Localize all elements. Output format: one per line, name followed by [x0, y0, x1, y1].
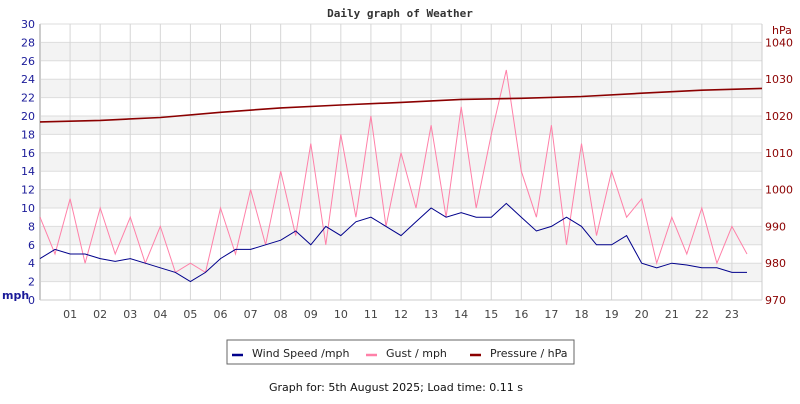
legend: Wind Speed /mph Gust / mph Pressure / hPa [226, 339, 575, 365]
left-tick-label: 14 [21, 165, 35, 178]
x-tick-label: 08 [274, 308, 288, 321]
left-tick-label: 6 [28, 239, 35, 252]
series-line-pressure [39, 87, 763, 123]
x-tick-label: 19 [605, 308, 619, 321]
x-tick-label: 05 [183, 308, 197, 321]
right-tick-label: 1020 [765, 110, 793, 123]
left-tick-label: 22 [21, 92, 35, 105]
right-tick-label: 1010 [765, 147, 793, 160]
x-tick-label: 16 [514, 308, 528, 321]
right-tick-label: 1030 [765, 73, 793, 86]
chart-title: Daily graph of Weather [327, 7, 473, 20]
series-line-gust [39, 69, 748, 274]
x-tick-label: 23 [725, 308, 739, 321]
right-tick-label: 980 [765, 257, 786, 270]
left-tick-label: 10 [21, 202, 35, 215]
x-tick-label: 14 [454, 308, 468, 321]
x-tick-label: 17 [544, 308, 558, 321]
x-tick-label: 11 [364, 308, 378, 321]
right-tick-label: 990 [765, 220, 786, 233]
x-tick-label: 12 [394, 308, 408, 321]
left-tick-label: 26 [21, 55, 35, 68]
legend-label: Wind Speed /mph [252, 347, 350, 360]
x-tick-label: 04 [153, 308, 167, 321]
left-tick-label: 2 [28, 276, 35, 289]
x-tick-label: 21 [665, 308, 679, 321]
left-tick-label: 24 [21, 73, 35, 86]
left-tick-label: 30 [21, 18, 35, 31]
footer-text: Graph for: 5th August 2025; Load time: 0… [269, 381, 523, 394]
x-tick-label: 09 [304, 308, 318, 321]
x-tick-label: 13 [424, 308, 438, 321]
x-tick-label: 02 [93, 308, 107, 321]
left-tick-label: 0 [28, 294, 35, 307]
x-tick-label: 07 [244, 308, 258, 321]
x-tick-label: 10 [334, 308, 348, 321]
left-axis-label: mph [2, 289, 29, 302]
right-tick-label: 1000 [765, 184, 793, 197]
x-tick-label: 15 [484, 308, 498, 321]
legend-label: Gust / mph [386, 347, 447, 360]
x-tick-label: 03 [123, 308, 137, 321]
left-tick-label: 18 [21, 128, 35, 141]
x-tick-label: 20 [635, 308, 649, 321]
left-tick-label: 16 [21, 147, 35, 160]
x-tick-label: 22 [695, 308, 709, 321]
left-tick-label: 20 [21, 110, 35, 123]
legend-label: Pressure / hPa [490, 347, 568, 360]
series-line-wind [39, 202, 747, 283]
right-axis-label: hPa [772, 24, 792, 37]
left-tick-label: 28 [21, 36, 35, 49]
left-tick-label: 12 [21, 184, 35, 197]
right-tick-label: 970 [765, 294, 786, 307]
right-tick-label: 1040 [765, 36, 793, 49]
x-tick-label: 01 [63, 308, 77, 321]
left-tick-label: 8 [28, 220, 35, 233]
left-tick-label: 4 [28, 257, 35, 270]
x-tick-label: 18 [575, 308, 589, 321]
x-tick-label: 06 [214, 308, 228, 321]
